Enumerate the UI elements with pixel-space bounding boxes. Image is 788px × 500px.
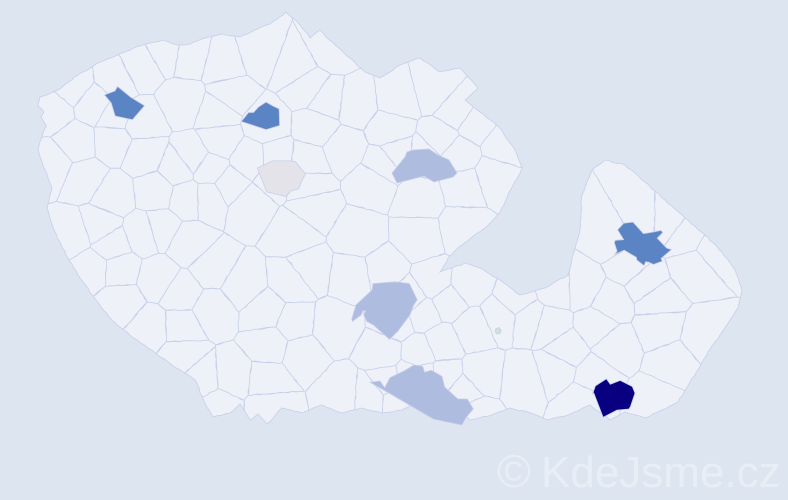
svg-text:©: © <box>497 445 531 497</box>
svg-text:KdeJsme.cz: KdeJsme.cz <box>541 448 781 497</box>
